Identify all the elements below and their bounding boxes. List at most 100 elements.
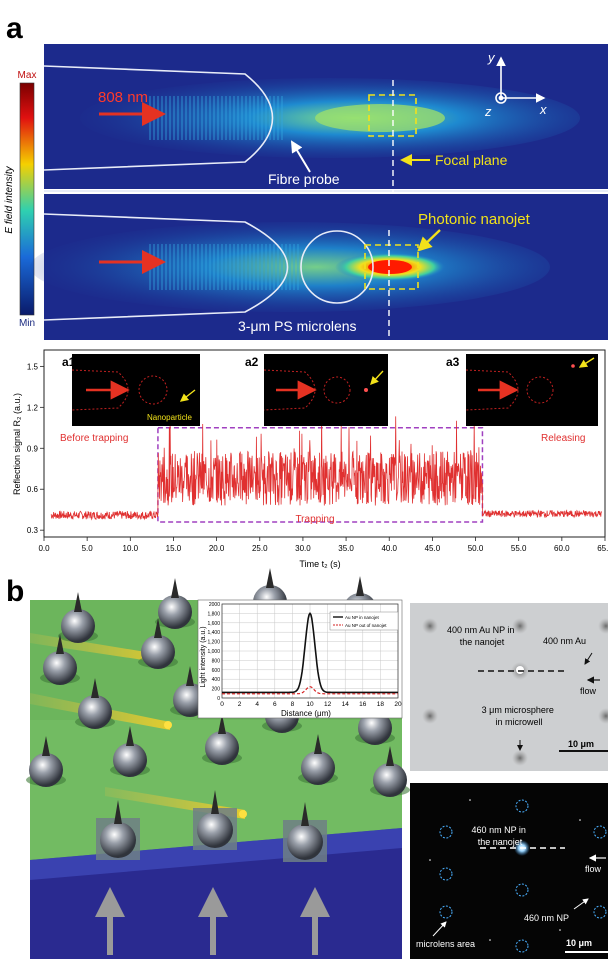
microsphere (43, 651, 77, 685)
x-tick-label: 0.0 (38, 544, 50, 553)
nanojet-cone (91, 678, 99, 698)
inset-a3-label: a3 (446, 355, 460, 369)
microsphere (61, 609, 95, 643)
x-tick-label: 45.0 (425, 544, 441, 553)
microsphere-in-well (287, 824, 323, 860)
microsphere (141, 635, 175, 669)
segment-label-trapping: Trapping (295, 514, 334, 525)
microsphere-in-well (197, 812, 233, 848)
x-tick-label: 25.0 (252, 544, 268, 553)
microlens-circle (515, 799, 529, 813)
x-tick-label: 16 (359, 701, 367, 708)
au-np-label-2: 400 nm Au (543, 636, 586, 646)
x-tick-label: 0 (220, 701, 224, 708)
microsphere (358, 711, 392, 745)
y-tick-label: 1,600 (207, 621, 220, 627)
legend-series-1: Au NP in nanojet (345, 615, 379, 620)
chart-x-label: Time t₂ (s) (299, 559, 340, 569)
speck (489, 939, 491, 941)
segment-label-before: Before trapping (60, 433, 128, 444)
microsphere (373, 763, 407, 797)
reflection-signal-chart: 0.0 5.0 10.0 15.0 20.0 25.0 30.0 35.0 40.0 45.0 50… (12, 349, 608, 569)
x-tick-label: 40.0 (381, 544, 397, 553)
x-tick-label: 8 (291, 701, 295, 708)
microscopy-brightfield: 400 nm Au NP in the nanojet 400 nm Au fl… (410, 603, 608, 771)
colorbar-max: Max (18, 70, 37, 81)
y-tick-label: 1,800 (207, 611, 220, 617)
np-small-label: 460 nm NP (524, 913, 569, 923)
x-tick-label: 55.0 (511, 544, 527, 553)
microlens-circle (515, 939, 529, 953)
microlens-circle (593, 905, 607, 919)
microsphere (301, 751, 335, 785)
microsphere (205, 731, 239, 765)
x-tick-label: 2 (238, 701, 242, 708)
field-map-top: 808 nm Fibre probe Focal plane y x z (43, 44, 608, 195)
inset-y-label: Light intensity (a.u.) (200, 626, 207, 687)
flow-label-bottom: flow (585, 864, 602, 874)
y-tick-label: 1,200 (207, 640, 220, 646)
inset-a3: a3 (446, 354, 598, 426)
x-tick-label: 5.0 (82, 544, 94, 553)
focal-plane-label: Focal plane (435, 152, 508, 168)
microlens-circle (515, 883, 529, 897)
y-tick-label: 1,000 (207, 649, 220, 655)
nanojet-cone (218, 714, 226, 734)
nanojet-cone (301, 802, 309, 826)
axes-icon (495, 56, 546, 104)
x-tick-label: 14 (342, 701, 350, 708)
reflection-signal-series (50, 407, 602, 521)
microlens-area-label: microlens area (416, 939, 475, 949)
inset-a1-label: a1 (62, 355, 76, 369)
light-intensity-inset-chart: 0 2 4 6 8 10 12 14 16 18 2002004006008001,0001,200… (197, 599, 403, 719)
speck (469, 799, 471, 801)
y-tick-label: 600 (212, 668, 221, 674)
y-tick-label: 0 (217, 696, 220, 702)
microscopy-darkfield: 460 nm NP in the nanojet flow 460 nm NP … (410, 783, 608, 959)
colorbar-label: E field intensity (4, 165, 15, 233)
microlens-circle (593, 825, 607, 839)
nanojet-label: Photonic nanojet (418, 211, 531, 228)
nanojet-cone (386, 746, 394, 766)
nanojet-cone (126, 726, 134, 746)
nanojet-cone (314, 734, 322, 754)
x-tick-label: 35.0 (338, 544, 354, 553)
microlens-circle (439, 825, 453, 839)
inset-a1: a1 Nanoparticle (62, 354, 200, 426)
axis-y-label: y (487, 50, 496, 65)
nanojet-cone (211, 790, 219, 814)
y-tick-label: 1.2 (27, 403, 39, 412)
x-tick-label: 60.0 (554, 544, 570, 553)
nanojet-cone (114, 800, 122, 824)
speck (429, 859, 431, 861)
y-tick-label: 200 (212, 687, 221, 693)
x-tick-label: 15.0 (166, 544, 182, 553)
y-tick-label: 0.6 (27, 485, 39, 494)
au-np-nanojet-label: 400 nm Au NP in the nanojet (447, 625, 517, 647)
axis-z-label: z (484, 104, 492, 119)
fibre-probe-label: Fibre probe (268, 171, 340, 187)
colorbar-min: Min (19, 318, 35, 329)
series-au-np-out-of-nanojet (222, 686, 398, 695)
x-tick-label: 20.0 (209, 544, 225, 553)
wavelength-label: 808 nm (98, 89, 148, 106)
microsphere-in-well (100, 822, 136, 858)
x-tick-label: 6 (273, 701, 277, 708)
nanoparticle-label: Nanoparticle (147, 413, 192, 422)
inset-chart-legend: Au NP in nanojet Au NP out of nanojet (329, 611, 399, 631)
nanojet-cone (171, 578, 179, 598)
x-tick-label: 18 (377, 701, 385, 708)
x-tick-label: 30.0 (295, 544, 311, 553)
nanojet-cone (154, 618, 162, 638)
speck (579, 819, 581, 821)
y-tick-label: 1,400 (207, 630, 220, 636)
nanojet-cone (356, 576, 364, 596)
microlens-circle (439, 905, 453, 919)
y-tick-label: 0.9 (27, 444, 39, 453)
flow-label-top: flow (580, 686, 597, 696)
speck (559, 929, 561, 931)
inset-a2-label: a2 (245, 355, 259, 369)
field-map-bottom: Photonic nanojet 3-μm PS microlens (30, 194, 608, 340)
nanojet-cone (56, 634, 64, 654)
